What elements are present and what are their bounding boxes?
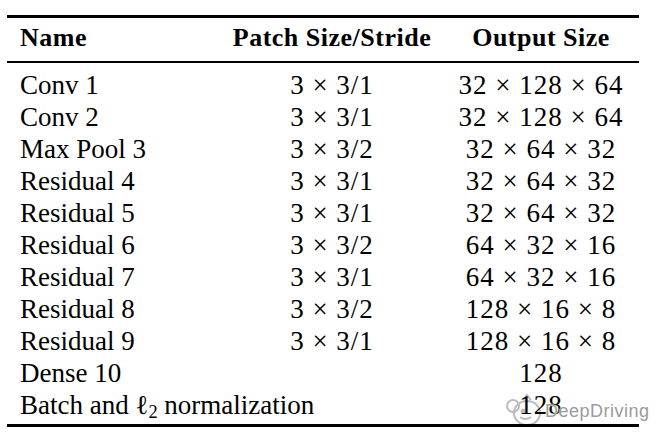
- column-header-output-size: Output Size: [421, 15, 661, 47]
- cell-name: Residual 4: [20, 165, 135, 197]
- cell-name: Residual 5: [20, 197, 135, 229]
- table-row: Dense 10 128: [7, 357, 639, 389]
- cell-output-size: 32 × 128 × 64: [421, 101, 661, 133]
- deepdriving-watermark-label: DeepDriving: [545, 401, 650, 422]
- column-header-patch-size: Patch Size/Stride: [222, 15, 442, 47]
- l2-subscript: 2: [148, 402, 157, 422]
- cell-patch-size: 3 × 3/2: [222, 293, 442, 325]
- cell-patch-size: 3 × 3/1: [222, 325, 442, 357]
- cell-name: Residual 6: [20, 229, 135, 261]
- cell-name: Dense 10: [20, 357, 121, 389]
- table-row: Max Pool 3 3 × 3/2 32 × 64 × 32: [7, 133, 639, 165]
- table-body: Conv 1 3 × 3/1 32 × 128 × 64 Conv 2 3 × …: [7, 69, 639, 421]
- table-row: Conv 1 3 × 3/1 32 × 128 × 64: [7, 69, 639, 101]
- table-row: Conv 2 3 × 3/1 32 × 128 × 64: [7, 101, 639, 133]
- cell-name: Residual 8: [20, 293, 135, 325]
- cell-patch-size: 3 × 3/2: [222, 229, 442, 261]
- cell-patch-size: 3 × 3/1: [222, 197, 442, 229]
- cell-output-size: 32 × 64 × 32: [421, 197, 661, 229]
- cell-name: Residual 9: [20, 325, 135, 357]
- table-header-row: Name Patch Size/Stride Output Size: [7, 15, 639, 61]
- cell-patch-size: 3 × 3/2: [222, 133, 442, 165]
- cell-output-size: 64 × 32 × 16: [421, 261, 661, 293]
- table-header-rule: [7, 61, 639, 63]
- paper-table-page: Name Patch Size/Stride Output Size Conv …: [0, 0, 661, 444]
- cell-name-text: Batch and ℓ: [20, 390, 148, 420]
- cell-patch-size: [222, 389, 442, 421]
- cell-patch-size: 3 × 3/1: [222, 101, 442, 133]
- cell-patch-size: [222, 357, 442, 389]
- cell-output-size: 64 × 32 × 16: [421, 229, 661, 261]
- cell-patch-size: 3 × 3/1: [222, 69, 442, 101]
- cell-name: Residual 7: [20, 261, 135, 293]
- cell-output-size: 128 × 16 × 8: [421, 325, 661, 357]
- cell-patch-size: 3 × 3/1: [222, 165, 442, 197]
- cell-name: Conv 1: [20, 69, 99, 101]
- table-row: Residual 7 3 × 3/1 64 × 32 × 16: [7, 261, 639, 293]
- cell-name: Conv 2: [20, 101, 99, 133]
- cell-patch-size: 3 × 3/1: [222, 261, 442, 293]
- table-row: Residual 4 3 × 3/1 32 × 64 × 32: [7, 165, 639, 197]
- cell-name: Max Pool 3: [20, 133, 146, 165]
- cell-output-size: 128: [421, 357, 661, 389]
- table-row: Residual 5 3 × 3/1 32 × 64 × 32: [7, 197, 639, 229]
- cell-output-size: 32 × 128 × 64: [421, 69, 661, 101]
- cell-output-size: 32 × 64 × 32: [421, 165, 661, 197]
- column-header-name: Name: [20, 15, 87, 47]
- table-row: Residual 6 3 × 3/2 64 × 32 × 16: [7, 229, 639, 261]
- cell-output-size: 128 × 16 × 8: [421, 293, 661, 325]
- cell-output-size: 32 × 64 × 32: [421, 133, 661, 165]
- table-bottom-rule: [7, 424, 639, 427]
- table-row: Residual 9 3 × 3/1 128 × 16 × 8: [7, 325, 639, 357]
- table-row: Residual 8 3 × 3/2 128 × 16 × 8: [7, 293, 639, 325]
